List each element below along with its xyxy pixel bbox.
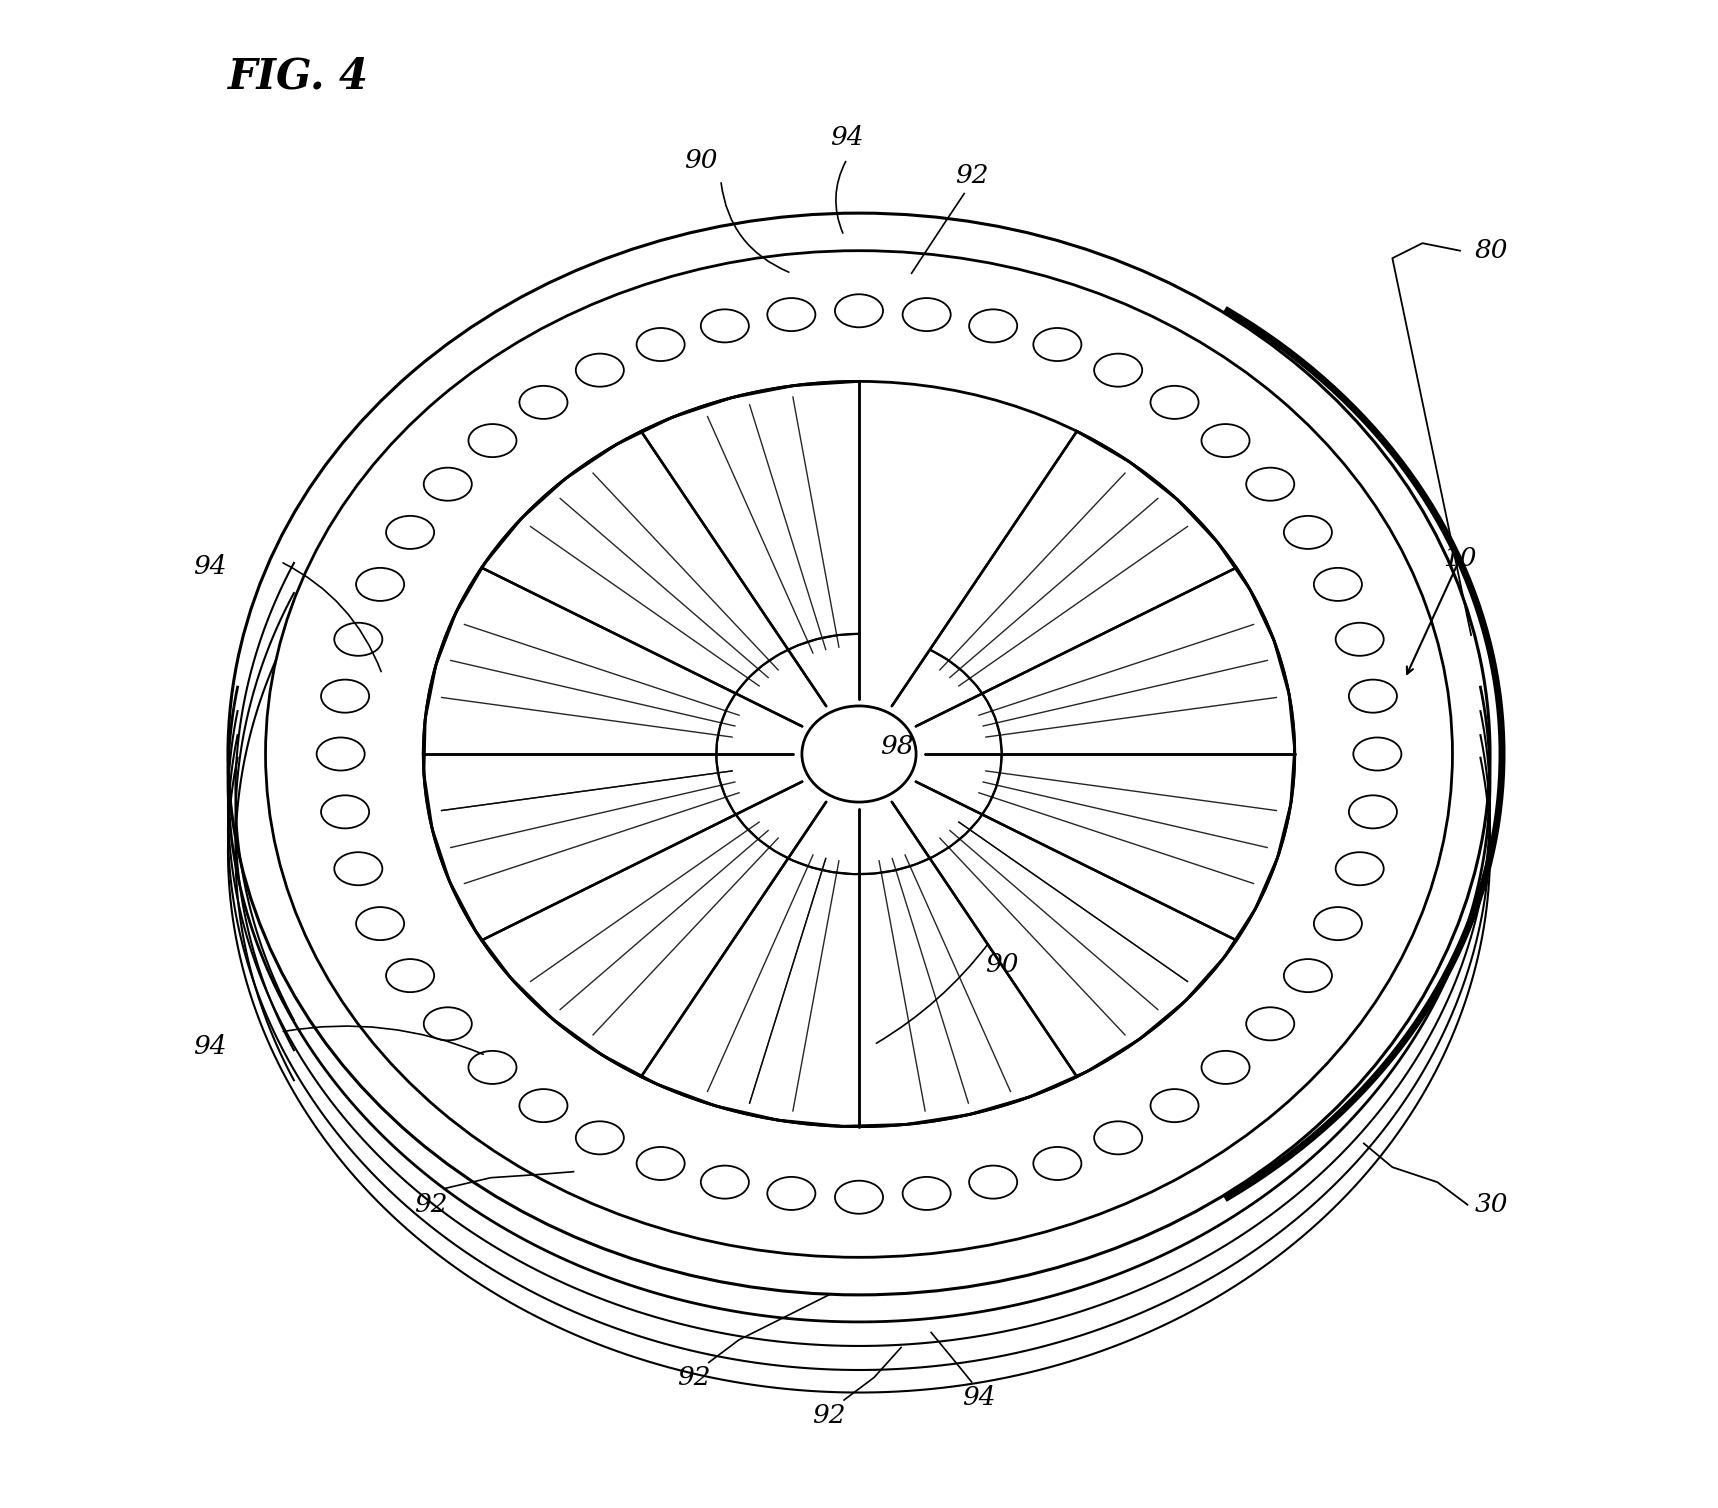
Text: FIG. 4: FIG. 4 xyxy=(228,56,369,98)
Ellipse shape xyxy=(316,737,364,771)
Text: 94: 94 xyxy=(962,1384,996,1410)
Text: 92: 92 xyxy=(955,163,988,188)
Ellipse shape xyxy=(519,386,567,419)
Ellipse shape xyxy=(321,795,369,828)
Ellipse shape xyxy=(1201,424,1249,457)
Ellipse shape xyxy=(469,424,517,457)
Ellipse shape xyxy=(519,1089,567,1122)
Text: 94: 94 xyxy=(830,125,864,151)
Ellipse shape xyxy=(1283,516,1331,549)
Ellipse shape xyxy=(424,1007,472,1041)
Ellipse shape xyxy=(902,1176,950,1209)
Text: 80: 80 xyxy=(1476,238,1508,264)
Ellipse shape xyxy=(387,516,435,549)
Text: 90: 90 xyxy=(984,952,1019,977)
Ellipse shape xyxy=(1246,1007,1294,1041)
Ellipse shape xyxy=(1094,354,1142,386)
Ellipse shape xyxy=(266,250,1452,1258)
Ellipse shape xyxy=(969,1166,1017,1199)
Ellipse shape xyxy=(1335,852,1383,885)
Ellipse shape xyxy=(802,706,916,802)
Ellipse shape xyxy=(356,569,404,600)
Text: 94: 94 xyxy=(192,1034,227,1060)
Ellipse shape xyxy=(768,299,816,332)
Ellipse shape xyxy=(1314,569,1362,600)
Text: 94: 94 xyxy=(192,553,227,579)
Text: 90: 90 xyxy=(684,148,718,173)
Ellipse shape xyxy=(835,294,883,327)
Text: 10: 10 xyxy=(1443,546,1477,572)
Text: 92: 92 xyxy=(677,1365,711,1390)
Ellipse shape xyxy=(335,852,383,885)
Ellipse shape xyxy=(1033,1148,1081,1179)
Ellipse shape xyxy=(576,354,624,386)
Ellipse shape xyxy=(1283,959,1331,992)
Ellipse shape xyxy=(768,1176,816,1209)
Ellipse shape xyxy=(1151,386,1199,419)
Ellipse shape xyxy=(321,680,369,713)
Ellipse shape xyxy=(1151,1089,1199,1122)
Ellipse shape xyxy=(1335,623,1383,656)
Text: 92: 92 xyxy=(414,1193,448,1217)
Ellipse shape xyxy=(1349,680,1397,713)
Ellipse shape xyxy=(835,1181,883,1214)
Ellipse shape xyxy=(637,1148,685,1179)
Ellipse shape xyxy=(701,1166,749,1199)
Ellipse shape xyxy=(1094,1122,1142,1154)
Ellipse shape xyxy=(469,1051,517,1084)
Ellipse shape xyxy=(701,309,749,342)
Ellipse shape xyxy=(1314,908,1362,939)
Ellipse shape xyxy=(1033,329,1081,360)
Ellipse shape xyxy=(1246,467,1294,501)
Ellipse shape xyxy=(576,1122,624,1154)
Ellipse shape xyxy=(637,329,685,360)
Ellipse shape xyxy=(387,959,435,992)
Ellipse shape xyxy=(969,309,1017,342)
Ellipse shape xyxy=(335,623,383,656)
Ellipse shape xyxy=(902,299,950,332)
Ellipse shape xyxy=(1354,737,1402,771)
Text: 30: 30 xyxy=(1476,1193,1508,1217)
Text: 92: 92 xyxy=(813,1402,845,1428)
Ellipse shape xyxy=(1349,795,1397,828)
Ellipse shape xyxy=(424,467,472,501)
Ellipse shape xyxy=(1201,1051,1249,1084)
Ellipse shape xyxy=(356,908,404,939)
Text: 98: 98 xyxy=(880,734,914,759)
